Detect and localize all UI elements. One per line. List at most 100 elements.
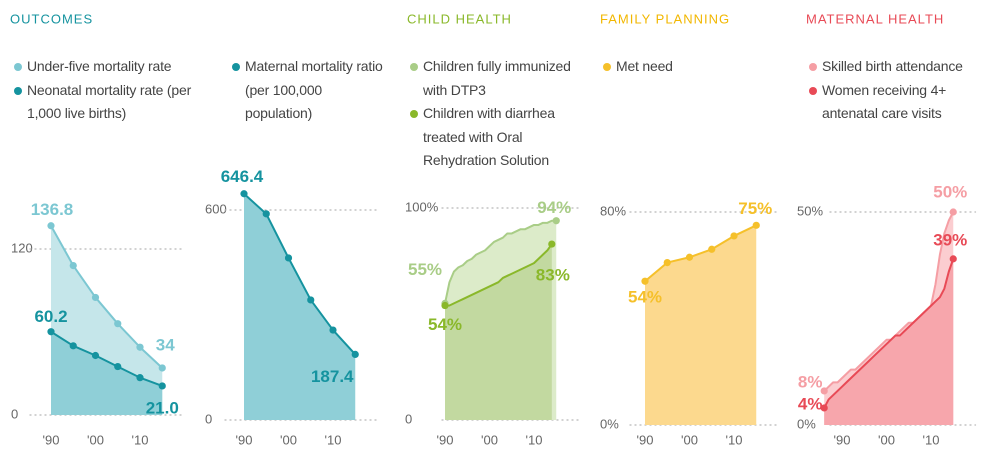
legend-label: Women receiving 4+ antenatal care visits — [822, 81, 947, 122]
value-label: 54% — [428, 315, 462, 334]
line — [445, 243, 553, 307]
legend-marker — [809, 63, 817, 71]
legend-item: Under-five mortality rate — [14, 55, 202, 79]
y-tick-label: 0 — [405, 411, 412, 426]
point — [136, 374, 144, 382]
value-label: 8% — [798, 372, 823, 391]
point — [949, 208, 957, 216]
legend-item: Children with diarrhea treated with Oral… — [410, 102, 575, 173]
area — [445, 244, 552, 420]
legend: Children fully immunized with DTP3 Childr… — [410, 55, 575, 173]
point — [730, 232, 738, 240]
point — [91, 351, 100, 360]
y-tick-label: 600 — [205, 201, 227, 216]
line — [823, 211, 955, 392]
legend-label: Under-five mortality rate — [27, 58, 172, 74]
point — [158, 382, 166, 390]
x-tick-label: '10 — [325, 432, 342, 447]
x-tick-label: '90 — [437, 432, 454, 447]
point — [307, 296, 315, 304]
y-tick-label: 80% — [600, 203, 626, 218]
y-tick-label: 0% — [797, 416, 816, 431]
point — [351, 350, 359, 359]
point — [820, 404, 828, 412]
section-title: CHILD HEALTH — [407, 11, 512, 26]
point — [240, 190, 248, 198]
line — [823, 258, 955, 409]
legend-item: Met need — [603, 55, 766, 79]
line — [50, 225, 163, 369]
point — [284, 254, 293, 262]
legend-marker — [809, 86, 817, 95]
legend: Skilled birth attendance Women receiving … — [809, 55, 1002, 126]
point — [114, 362, 122, 371]
legend-item: Children fully immunized with DTP3 — [410, 55, 575, 102]
value-label: 136.8 — [31, 200, 74, 219]
legend-marker — [14, 63, 22, 71]
x-tick-label: '90 — [43, 432, 60, 447]
value-label: 60.2 — [34, 307, 67, 326]
value-label: 39% — [933, 230, 967, 249]
x-tick-label: '90 — [637, 432, 654, 447]
legend-label: Children fully immunized with DTP3 — [423, 58, 571, 98]
point — [641, 277, 649, 285]
value-label: 21.0 — [146, 398, 179, 417]
point — [47, 328, 55, 336]
legend-label: Skilled birth attendance — [822, 58, 963, 74]
y-tick-label: 0 — [11, 406, 18, 421]
section-title: OUTCOMES — [10, 11, 93, 26]
y-tick-label: 0% — [600, 416, 619, 431]
legend-label: Neonatal mortality rate (per 1,000 live … — [27, 81, 192, 122]
x-tick-label: '00 — [681, 432, 698, 447]
legend-marker — [603, 63, 611, 71]
value-label: 94% — [537, 198, 571, 217]
x-tick-label: '10 — [923, 432, 940, 447]
point — [663, 258, 671, 267]
area — [645, 225, 757, 425]
point — [69, 342, 77, 350]
value-label: 55% — [408, 260, 442, 279]
area — [244, 193, 356, 420]
point — [820, 387, 828, 395]
y-tick-label: 50% — [797, 203, 823, 218]
area — [824, 258, 954, 425]
line — [243, 193, 356, 356]
legend-label: Children with diarrhea treated with Oral… — [423, 105, 555, 168]
value-label: 4% — [798, 394, 823, 413]
point — [91, 293, 100, 302]
point — [752, 221, 760, 229]
point — [552, 217, 560, 225]
line — [444, 219, 557, 304]
section-title: MATERNAL HEALTH — [806, 11, 944, 26]
point — [329, 326, 337, 334]
point — [47, 222, 55, 230]
x-tick-label: '10 — [132, 432, 149, 447]
point — [69, 262, 77, 270]
x-tick-label: '00 — [481, 432, 498, 447]
x-tick-label: '90 — [834, 432, 851, 447]
value-label: 34 — [156, 335, 175, 354]
legend: Under-five mortality rate Neonatal mortal… — [14, 55, 202, 126]
legend-marker — [14, 86, 22, 95]
x-tick-label: '90 — [236, 432, 253, 447]
point — [114, 320, 122, 328]
point — [949, 255, 957, 263]
legend-marker — [232, 63, 240, 71]
x-tick-label: '00 — [87, 432, 104, 447]
area — [51, 331, 163, 415]
y-tick-label: 100% — [405, 199, 439, 214]
x-tick-label: '10 — [526, 432, 543, 447]
legend-item: Women receiving 4+ antenatal care visits — [809, 79, 1002, 126]
legend-label: Met need — [616, 58, 673, 74]
value-label: 54% — [628, 288, 662, 307]
value-label: 646.4 — [221, 167, 264, 186]
point — [548, 240, 556, 248]
line — [50, 330, 163, 387]
point — [158, 364, 166, 372]
value-label: 187.4 — [311, 367, 354, 386]
legend-marker — [410, 110, 418, 118]
point — [685, 253, 694, 261]
x-tick-label: '10 — [726, 432, 743, 447]
